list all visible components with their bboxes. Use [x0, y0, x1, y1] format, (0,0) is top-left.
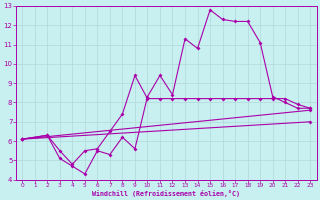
- X-axis label: Windchill (Refroidissement éolien,°C): Windchill (Refroidissement éolien,°C): [92, 190, 240, 197]
